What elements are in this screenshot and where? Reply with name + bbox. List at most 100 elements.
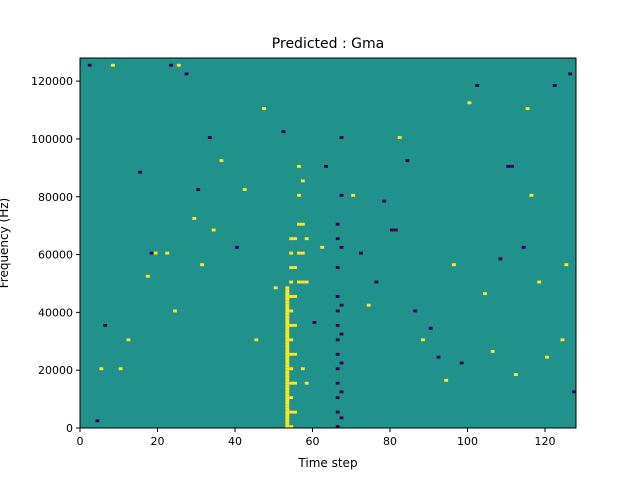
- heatmap-cell: [285, 375, 290, 379]
- heatmap-cell: [285, 399, 290, 402]
- heatmap-cell: [285, 338, 290, 342]
- heatmap-cell: [285, 404, 290, 408]
- x-tick-label: 80: [383, 435, 397, 448]
- heatmap-cell: [99, 367, 104, 371]
- heatmap-cell: [490, 349, 495, 353]
- heatmap-cell: [285, 410, 290, 414]
- heatmap-cell: [285, 306, 290, 310]
- heatmap-cell: [335, 295, 340, 298]
- heatmap-cell: [285, 390, 290, 394]
- heatmap-cell: [254, 338, 259, 342]
- heatmap-cell: [289, 309, 294, 313]
- heatmap-cell: [374, 280, 379, 284]
- heatmap-cell: [293, 381, 298, 385]
- heatmap-cell: [312, 321, 317, 324]
- heatmap-cell: [339, 332, 344, 336]
- heatmap-cell: [339, 193, 344, 197]
- heatmap-cell: [285, 335, 290, 339]
- heatmap-cell: [459, 361, 464, 365]
- heatmap-cell: [498, 257, 503, 261]
- heatmap-cell: [285, 396, 290, 400]
- heatmap-cell: [285, 292, 290, 296]
- heatmap-cell: [390, 228, 394, 232]
- plot-area: [79, 57, 577, 429]
- heatmap-cell: [568, 72, 573, 76]
- heatmap-cell: [285, 347, 290, 350]
- y-tick-label: 120000: [31, 75, 73, 88]
- heatmap-cell: [200, 263, 205, 267]
- heatmap-cell: [300, 367, 305, 371]
- heatmap-cell: [537, 280, 542, 284]
- heatmap-cell: [560, 338, 565, 342]
- heatmap-cell: [444, 378, 449, 382]
- heatmap-cell: [297, 251, 301, 255]
- heatmap-cell: [285, 286, 290, 290]
- heatmap-cell: [262, 107, 267, 111]
- heatmap-cell: [289, 410, 294, 414]
- heatmap-cell: [289, 352, 294, 356]
- heatmap-cell: [320, 245, 325, 249]
- heatmap-cell: [335, 237, 340, 241]
- heatmap-cell: [289, 295, 294, 298]
- heatmap-cell: [335, 396, 340, 400]
- heatmap-cell: [289, 266, 294, 270]
- y-tick-label: 100000: [31, 133, 73, 146]
- heatmap-cell: [149, 251, 154, 255]
- heatmap-cell: [285, 361, 290, 365]
- heatmap-cell: [339, 303, 344, 307]
- heatmap-cell: [285, 297, 290, 301]
- heatmap-cell: [285, 401, 290, 405]
- heatmap-cell: [285, 425, 290, 428]
- heatmap-cell: [335, 309, 340, 313]
- heatmap-cell: [118, 367, 123, 371]
- heatmap-cell: [285, 419, 290, 423]
- heatmap-cell: [297, 193, 301, 197]
- heatmap-cell: [153, 251, 158, 255]
- heatmap-cell: [285, 289, 290, 293]
- heatmap-cell: [300, 251, 305, 255]
- heatmap-cell: [285, 329, 290, 333]
- heatmap-cell: [289, 396, 294, 400]
- heatmap-cell: [428, 326, 433, 330]
- heatmap-cell: [285, 341, 290, 345]
- heatmap-cell: [293, 410, 298, 414]
- chart-title: Predicted : Gma: [272, 36, 384, 52]
- heatmap-cell: [359, 251, 363, 255]
- heatmap-cell: [285, 381, 290, 385]
- heatmap-cell: [552, 84, 557, 87]
- heatmap-cell: [207, 136, 212, 139]
- heatmap-cell: [304, 280, 309, 284]
- heatmap-cell: [285, 312, 290, 316]
- heatmap-cell: [126, 338, 131, 342]
- heatmap-cell: [285, 303, 290, 307]
- heatmap-cell: [335, 410, 340, 414]
- heatmap-cell: [335, 222, 340, 226]
- heatmap-cell: [285, 300, 290, 304]
- heatmap-cell: [285, 309, 290, 313]
- heatmap-cell: [572, 390, 577, 394]
- heatmap-cell: [339, 245, 344, 249]
- heatmap-cell: [211, 228, 216, 232]
- heatmap-cell: [165, 251, 170, 255]
- heatmap-cell: [285, 367, 290, 371]
- heatmap-cell: [525, 107, 530, 111]
- heatmap-cell: [304, 381, 309, 385]
- heatmap-cell: [289, 367, 294, 371]
- heatmap-cell: [95, 419, 100, 423]
- heatmap-cell: [285, 355, 290, 359]
- heatmap-cell: [285, 332, 290, 336]
- heatmap-cell: [285, 349, 290, 353]
- heatmap-cell: [339, 136, 344, 139]
- heatmap-cell: [397, 136, 402, 139]
- x-axis-label: Time step: [297, 456, 357, 470]
- y-tick-label: 80000: [38, 191, 73, 204]
- heatmap-cell: [285, 373, 290, 376]
- heatmap-cell: [514, 373, 518, 376]
- heatmap-cell: [285, 315, 290, 319]
- heatmap-background: [80, 58, 576, 428]
- heatmap-cell: [304, 237, 309, 241]
- heatmap-cell: [351, 193, 356, 197]
- heatmap-cell: [529, 193, 534, 197]
- heatmap-cell: [335, 266, 340, 270]
- heatmap-cell: [293, 266, 298, 270]
